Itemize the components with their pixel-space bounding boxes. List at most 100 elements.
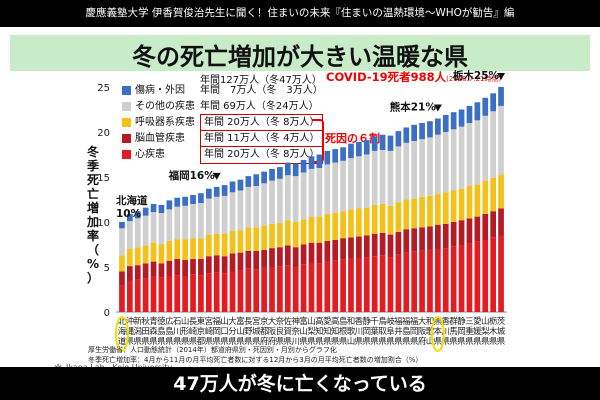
bar-segment	[474, 102, 481, 121]
x-tick-label: 徳	[157, 316, 166, 327]
x-tick-label: 富	[236, 316, 245, 327]
annotation-tochigi-marker	[497, 73, 506, 80]
bar-segment	[134, 279, 141, 312]
bar-segment	[379, 150, 386, 204]
annotation-fukuoka: 福岡16%	[168, 169, 216, 182]
bar-segment	[348, 258, 354, 312]
x-tick-label: 岡	[363, 327, 372, 337]
y-axis-char: （	[86, 243, 99, 257]
bar-segment	[411, 124, 418, 141]
bar-segment	[182, 205, 188, 240]
bar-segment	[442, 132, 449, 193]
bar-segment	[308, 242, 315, 263]
bar-segment	[284, 175, 291, 221]
legend-detail-injury: 年間 7万人（冬 3万人）	[200, 85, 323, 96]
bar-segment	[356, 258, 362, 312]
bar-segment	[174, 197, 181, 207]
bar-segment	[174, 206, 181, 240]
x-tick-label: 香	[442, 316, 451, 327]
bar-segment	[213, 233, 220, 256]
bar-segment	[261, 225, 267, 250]
bar-segment	[119, 228, 125, 256]
legend-label-injury: 傷病・外因	[135, 85, 185, 96]
x-tick-label: 川	[442, 327, 451, 337]
bar-segment	[205, 273, 212, 312]
x-tick-label: 奈	[276, 316, 285, 327]
bar-segment	[450, 190, 457, 222]
bar-segment	[450, 112, 457, 130]
bar-segment	[119, 271, 125, 285]
x-tick-label: 梨	[481, 326, 490, 337]
x-tick-label: 千	[370, 316, 379, 327]
x-tick-label: 県	[228, 337, 237, 347]
x-tick-label: 田	[141, 327, 150, 337]
bar-segment	[237, 252, 244, 271]
bar-segment	[387, 257, 394, 312]
x-tick-label: 県	[457, 337, 466, 347]
x-tick-label: 県	[205, 337, 214, 347]
bar-segment	[245, 176, 252, 187]
y-tick-label: 10	[97, 218, 110, 229]
legend-swatch-injury	[122, 86, 131, 95]
bar-segment	[450, 129, 457, 191]
stacked-bar-chart: 0510152025北海道沖縄県新潟県秋田県青森県徳島県広島県石川県山形県長崎県…	[97, 69, 507, 352]
bar-segment	[371, 136, 378, 151]
x-tick-label: 茨	[497, 316, 506, 327]
bar-segment	[435, 134, 441, 195]
legend-detail-other-diseases: 年間 69万人（冬24万人）	[200, 101, 319, 112]
bar-segment	[308, 216, 315, 243]
x-tick-label: 府	[418, 336, 427, 347]
bar-segment	[119, 285, 125, 312]
y-tick-label: 5	[104, 263, 110, 274]
bar-segment	[435, 224, 441, 249]
bar-segment	[198, 258, 204, 276]
x-tick-label: 葉	[370, 326, 379, 337]
bar-segment	[166, 276, 173, 312]
bar-segment	[127, 249, 133, 267]
x-tick-label: 井	[394, 326, 403, 337]
bar-segment	[253, 250, 260, 270]
bar-segment	[237, 190, 244, 231]
bar-segment	[371, 150, 378, 205]
x-tick-label: 宮	[252, 316, 261, 327]
bar-segment	[253, 186, 260, 228]
bar-segment	[221, 185, 228, 196]
bar-segment	[395, 146, 402, 203]
bar-segment	[356, 141, 362, 157]
bar-segment	[142, 278, 149, 312]
bar-segment	[411, 228, 418, 252]
x-tick-label: 道	[118, 336, 127, 347]
bar-segment	[482, 97, 489, 116]
x-tick-label: 熊	[434, 316, 443, 327]
x-tick-label: 県	[449, 337, 458, 347]
legend-label-other-diseases: その他の疾患	[135, 101, 195, 112]
x-tick-label: 県	[473, 337, 482, 347]
bar-segment	[442, 192, 449, 224]
x-tick-label: 県	[315, 337, 324, 347]
bar-segment	[284, 265, 291, 312]
bar-segment	[277, 247, 283, 267]
x-tick-label: 阜	[386, 326, 395, 337]
x-tick-label: 鳥	[378, 316, 387, 327]
x-tick-label: 県	[355, 337, 364, 347]
bar-segment	[269, 267, 275, 312]
x-tick-label: 県	[252, 337, 261, 347]
x-tick-label: 県	[173, 337, 182, 347]
x-tick-label: 県	[497, 337, 506, 347]
x-tick-label: 大	[418, 316, 427, 327]
legend-swatch-cerebrovascular	[122, 134, 131, 143]
x-tick-label: 歌	[426, 326, 435, 337]
bar-segment	[182, 276, 188, 312]
x-tick-label: 県	[410, 337, 419, 347]
annotation-fukuoka-marker	[212, 172, 221, 180]
x-tick-label: 静	[457, 316, 466, 327]
x-tick-label: 県	[378, 337, 387, 347]
bar-segment	[261, 183, 267, 226]
annotation-hokkaido-name: 北海道	[116, 194, 148, 207]
bar-segment	[498, 174, 504, 209]
bar-segment	[292, 247, 299, 267]
x-tick-label: 県	[220, 337, 229, 347]
bar-segment	[308, 262, 315, 312]
x-tick-label: 県	[363, 337, 372, 347]
x-tick-label: 広	[165, 316, 174, 327]
